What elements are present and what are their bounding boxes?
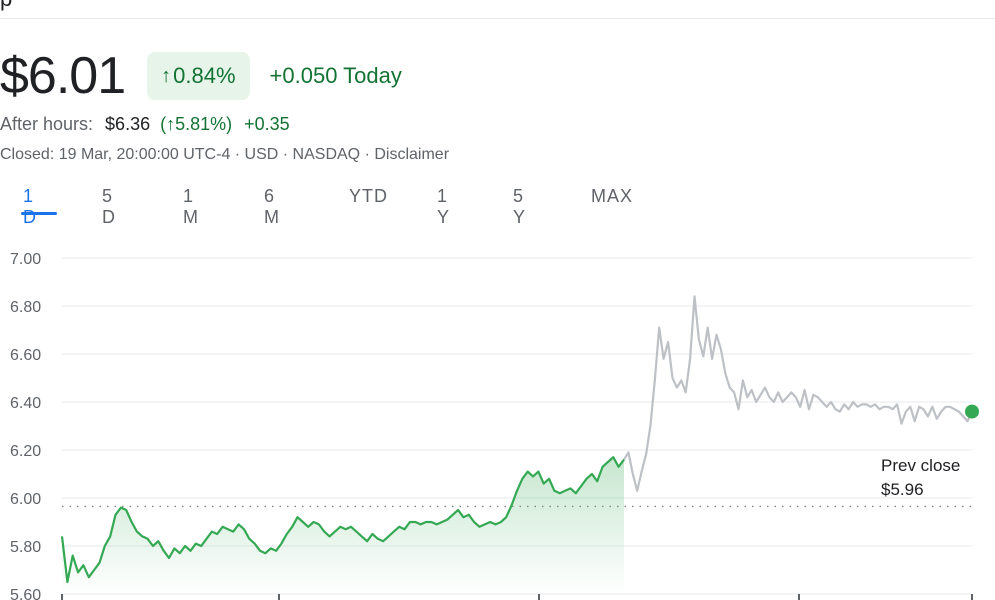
- y-tick-label: 6.20: [10, 443, 41, 460]
- current-price: $6.01: [0, 47, 126, 105]
- tab-max[interactable]: MAX: [591, 186, 634, 206]
- regular-session-line: [60, 456, 625, 584]
- regular-session-area: [62, 457, 624, 594]
- y-axis: 7.00 6.80 6.60 6.40 6.20 6.00 5.80 5.60: [10, 251, 41, 600]
- after-hours-line: [623, 295, 973, 492]
- market-status: Closed: 19 Mar, 20:00:00 UTC-4 · USD · N…: [0, 146, 449, 164]
- x-axis: [61, 594, 973, 600]
- tab-1d[interactable]: 1 D: [23, 186, 37, 227]
- after-hours-label: After hours:: [0, 114, 94, 134]
- disclaimer-link[interactable]: Disclaimer: [374, 146, 450, 163]
- y-tick-label: 6.40: [10, 395, 41, 412]
- y-tick-label: 6.80: [10, 299, 41, 316]
- closed-info: Closed: 19 Mar, 20:00:00 UTC-4 · USD · N…: [0, 146, 375, 163]
- after-hours-percent: 5.81%: [175, 114, 227, 134]
- tab-1m[interactable]: 1 M: [183, 186, 199, 227]
- after-hours-price: $6.36: [105, 114, 151, 134]
- y-tick-label: 6.00: [10, 491, 41, 508]
- change-today: +0.050 Today: [269, 63, 402, 88]
- active-tab-indicator: [21, 212, 57, 215]
- stock-name-fragment: p: [0, 0, 13, 12]
- after-hours-change: +0.35: [244, 114, 290, 134]
- last-price-dot: [965, 404, 979, 419]
- change-percent-chip: ↑ 0.84%: [147, 52, 250, 100]
- after-hours-row: After hours: $6.36 ( ↑ 5.81% ) +0.35: [0, 114, 290, 135]
- top-header-strip: p: [0, 0, 995, 19]
- y-tick-label: 5.60: [10, 587, 41, 600]
- arrow-up-icon: ↑: [166, 114, 176, 134]
- prev-close-label: Prev close: [881, 456, 960, 475]
- arrow-up-icon: ↑: [161, 64, 172, 87]
- tab-1y[interactable]: 1 Y: [437, 186, 451, 227]
- price-chart[interactable]: 7.00 6.80 6.60 6.40 6.20 6.00 5.80 5.60 Prev cl…: [0, 230, 995, 600]
- y-tick-label: 6.60: [10, 347, 41, 364]
- tab-5y[interactable]: 5 Y: [513, 186, 527, 227]
- y-tick-label: 5.80: [10, 539, 41, 556]
- tab-6m[interactable]: 6 M: [264, 186, 280, 227]
- y-tick-label: 7.00: [10, 251, 41, 268]
- change-percent: 0.84%: [173, 63, 236, 88]
- after-hours-paren-close: ): [226, 114, 233, 134]
- price-row: $6.01 ↑ 0.84% +0.050 Today: [0, 48, 402, 104]
- prev-close-value: $5.96: [881, 480, 924, 499]
- tab-5d[interactable]: 5 D: [102, 186, 116, 227]
- tab-ytd[interactable]: YTD: [349, 186, 388, 206]
- after-hours-paren-open: (: [160, 114, 167, 134]
